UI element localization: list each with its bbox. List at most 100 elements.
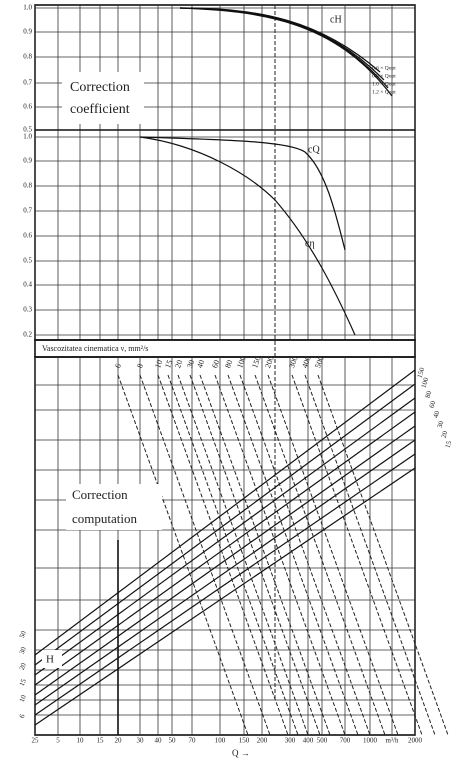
panel-label: Correction [70, 80, 130, 95]
head-label: 10 [18, 693, 28, 703]
y-tick-label: 0.2 [23, 331, 32, 339]
x-tick-label: m³/h [386, 737, 399, 745]
viscosity-label: 10 [153, 359, 164, 370]
head-label: 15 [444, 440, 454, 449]
viscosity-title: Vascozitatea cinematica ν, mm²/s [42, 344, 148, 353]
x-tick-label: 25 [32, 737, 40, 745]
head-line [34, 467, 416, 726]
y-tick-label: 0.4 [23, 281, 32, 289]
x-tick-label: 100 [215, 737, 226, 745]
y-tick-label: 0.9 [23, 157, 32, 165]
head-label: 30 [436, 420, 446, 429]
viscosity-label: 6 [113, 362, 123, 369]
flow-ratio-label: 1.0 × Qopt [372, 81, 396, 87]
viscosity-label: 30 [185, 359, 196, 370]
x-tick-label: 70 [189, 737, 197, 745]
y-tick-label: 1.0 [23, 133, 32, 141]
label-box [62, 72, 144, 124]
viscosity-label: 400 [300, 355, 313, 369]
y-tick-label: 0.6 [23, 232, 32, 240]
x-tick-label: 30 [137, 737, 145, 745]
viscosity-line [189, 374, 321, 736]
panel-frame [34, 356, 416, 736]
flow-curve [139, 136, 346, 251]
x-tick-label: 400 [303, 737, 314, 745]
head-label: 20 [440, 430, 450, 439]
head-line [34, 369, 416, 656]
y-tick-label: 0.7 [23, 79, 32, 87]
head-label: 150 [416, 366, 427, 379]
viscosity-line [157, 374, 289, 736]
head-label: 6 [18, 713, 27, 719]
head-line [34, 453, 416, 716]
label-box [42, 650, 62, 668]
y-tick-label: 0.8 [23, 182, 32, 190]
viscosity-line [239, 374, 371, 736]
x-tick-label: 40 [155, 737, 163, 745]
x-tick-label: 10 [77, 737, 85, 745]
head-label: 50 [18, 629, 28, 639]
head-line [34, 397, 416, 676]
head-line [34, 383, 416, 666]
x-tick-label: 1000 [363, 737, 378, 745]
x-tick-label: 500 [317, 737, 328, 745]
viscosity-label: 200 [263, 355, 276, 369]
head-label: 30 [18, 645, 28, 655]
viscosity-line [199, 374, 331, 736]
y-tick-label: 0.6 [23, 103, 32, 111]
viscosity-label: 20 [173, 359, 184, 370]
label-box [66, 484, 162, 530]
viscosity-label: 500 [313, 355, 326, 369]
viscosity-line [254, 374, 386, 736]
viscosity-label: 300 [287, 355, 300, 369]
viscosity-label: 60 [210, 359, 221, 370]
viscosity-line [304, 374, 436, 736]
head-label: 80 [424, 390, 434, 399]
y-tick-label: 0.3 [23, 306, 32, 314]
viscosity-label: 100 [235, 355, 248, 369]
viscosity-label: 15 [163, 359, 174, 370]
panel-label: computation [72, 511, 137, 526]
head-curve [179, 7, 381, 73]
viscosity-line [117, 374, 249, 736]
x-tick-label: 300 [285, 737, 296, 745]
viscosity-label: 80 [223, 359, 234, 370]
head-label: 100 [420, 376, 431, 389]
x-tick-label: 50 [169, 737, 177, 745]
viscosity-line [167, 374, 299, 736]
viscosity-line [227, 374, 359, 736]
y-tick-label: 1.0 [23, 4, 32, 12]
viscosity-line [139, 374, 271, 736]
viscosity-label: 40 [195, 359, 206, 370]
head-label: 40 [432, 410, 442, 419]
head-line [34, 425, 416, 696]
x-tick-label: 5 [56, 737, 60, 745]
x-tick-label: 700 [340, 737, 351, 745]
viscosity-line [317, 374, 449, 736]
flow-ratio-label: 0.8 × Qopt [372, 73, 396, 79]
viscosity-line [214, 374, 346, 736]
flow-ratio-label: 0.6 × Qopt [372, 65, 396, 71]
curve-label: cH [330, 14, 342, 25]
axis-label: Q → [232, 748, 250, 758]
y-tick-label: 0.9 [23, 28, 32, 36]
viscosity-label: 8 [135, 362, 145, 369]
head-curve [179, 7, 393, 97]
viscosity-line [177, 374, 309, 736]
head-label: 15 [18, 677, 28, 687]
curve-label: cQ [308, 144, 320, 155]
x-tick-label: 15 [97, 737, 105, 745]
panel-label: Correction [72, 487, 128, 502]
x-tick-label: 2000 [408, 737, 423, 745]
viscosity-line [291, 374, 423, 736]
head-label: 60 [428, 400, 438, 409]
x-tick-label: 200 [257, 737, 268, 745]
viscosity-line [267, 374, 399, 736]
efficiency-curve [139, 136, 356, 336]
y-tick-label: 0.5 [23, 126, 32, 134]
head-line [34, 439, 416, 706]
flow-ratio-label: 1.2 × Qopt [372, 89, 396, 95]
head-label: 20 [18, 661, 28, 671]
viscosity-label: 150 [250, 355, 263, 369]
